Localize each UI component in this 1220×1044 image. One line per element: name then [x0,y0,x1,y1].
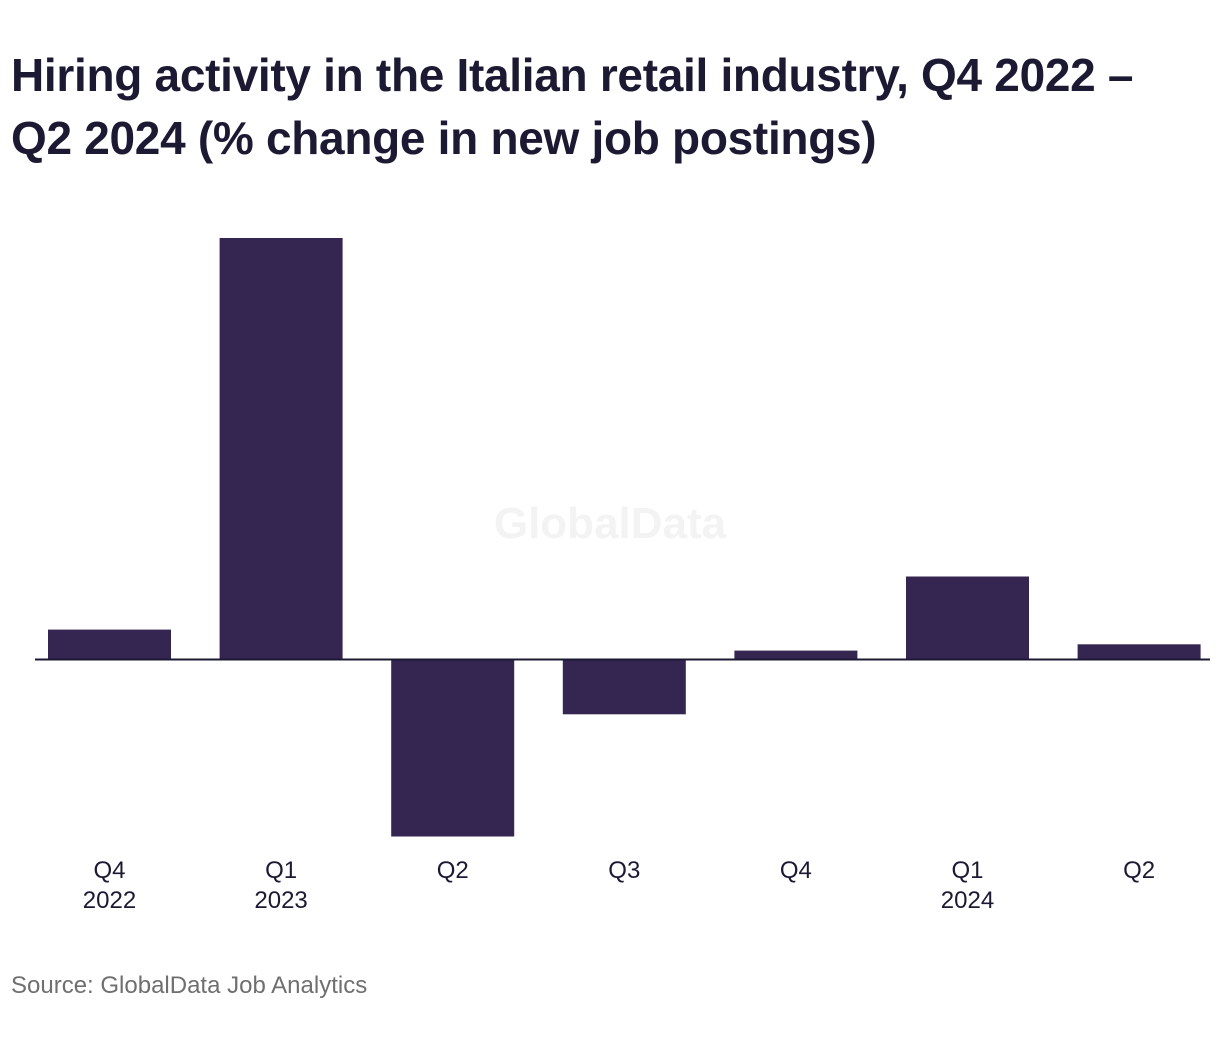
x-tick-label-quarter-1: Q4 [93,857,125,884]
x-tick-label-quarter-6: Q1 [951,857,983,884]
bar-2 [219,238,343,660]
bar-5 [734,650,858,660]
x-axis-labels: Q4 2022 Q1 2023 Q2 Q3 Q4 Q1 2024 Q2 [83,857,1155,914]
bar-7 [1077,644,1201,660]
x-tick-label-year-1: 2022 [83,887,136,914]
source-note: Source: GlobalData Job Analytics [11,972,368,999]
bar-3 [391,659,515,837]
x-tick-label-quarter-5: Q4 [780,857,812,884]
bar-6 [906,576,1029,660]
x-tick-label-quarter-2: Q1 [265,857,297,884]
watermark-text: GlobalData [494,499,727,548]
bars-group [48,238,1201,837]
x-tick-label-quarter-3: Q2 [437,857,469,884]
bar-4 [562,659,686,715]
x-tick-label-year-2: 2023 [254,887,307,914]
x-tick-label-year-6: 2024 [941,887,994,914]
x-tick-label-quarter-4: Q3 [608,857,640,884]
bar-1 [48,629,171,660]
x-tick-label-quarter-7: Q2 [1123,857,1155,884]
chart-title: Hiring activity in the Italian retail in… [11,49,1134,164]
